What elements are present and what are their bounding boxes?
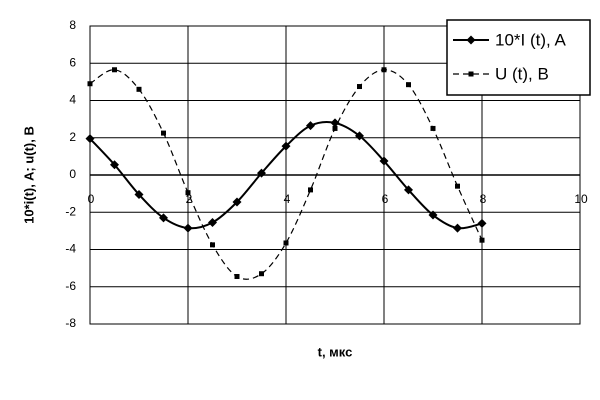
marker [479, 237, 485, 243]
y-axis-title: 10*i(t), A; u(t), B [21, 126, 36, 224]
marker [381, 67, 387, 73]
x-tick-label: 0 [88, 192, 95, 206]
marker [477, 218, 487, 228]
marker [210, 242, 215, 248]
x-tick-label: 8 [480, 192, 487, 206]
marker [85, 134, 95, 144]
marker [283, 240, 289, 246]
marker [208, 217, 217, 227]
marker [430, 125, 436, 131]
marker [257, 168, 266, 178]
marker [355, 131, 364, 141]
marker [161, 130, 166, 136]
marker [259, 271, 264, 277]
legend-label: 10*I (t), A [495, 30, 567, 49]
marker [428, 210, 438, 220]
marker [281, 141, 291, 151]
marker [136, 86, 142, 92]
y-tick-label: 2 [69, 130, 76, 144]
marker [306, 121, 315, 131]
marker [185, 190, 191, 196]
legend-box [446, 19, 591, 96]
marker [357, 84, 362, 90]
legend-label: U (t), B [495, 64, 549, 83]
marker [159, 213, 168, 223]
marker [404, 185, 413, 195]
x-tick-label: 2 [186, 192, 193, 206]
x-tick-label: 10 [574, 192, 588, 206]
marker [453, 223, 462, 233]
marker [134, 190, 144, 200]
marker [110, 160, 119, 170]
marker [232, 197, 242, 207]
marker [234, 274, 240, 280]
y-tick-label: -8 [65, 316, 76, 330]
marker [112, 67, 117, 73]
y-tick-label: -6 [65, 279, 76, 293]
x-axis-title: t, мкс [318, 344, 353, 359]
series-line [89, 69, 483, 280]
marker [330, 118, 340, 128]
y-tick-label: -4 [65, 242, 76, 256]
legend: 10*I (t), A U (t), B [446, 19, 591, 96]
marker [308, 187, 313, 193]
x-tick-label: 6 [382, 192, 389, 206]
marker [183, 223, 193, 233]
x-tick-label: 4 [284, 192, 291, 206]
y-tick-label: 6 [69, 55, 76, 69]
y-tick-label: 4 [69, 93, 76, 107]
y-tick-label: 0 [69, 167, 76, 181]
marker [466, 35, 476, 45]
marker [468, 71, 474, 77]
marker [406, 82, 411, 88]
y-tick-label: 8 [69, 18, 76, 32]
marker [332, 125, 338, 131]
y-tick-label: -2 [65, 204, 76, 218]
marker [379, 156, 389, 166]
marker [455, 183, 460, 189]
marker [87, 81, 93, 87]
